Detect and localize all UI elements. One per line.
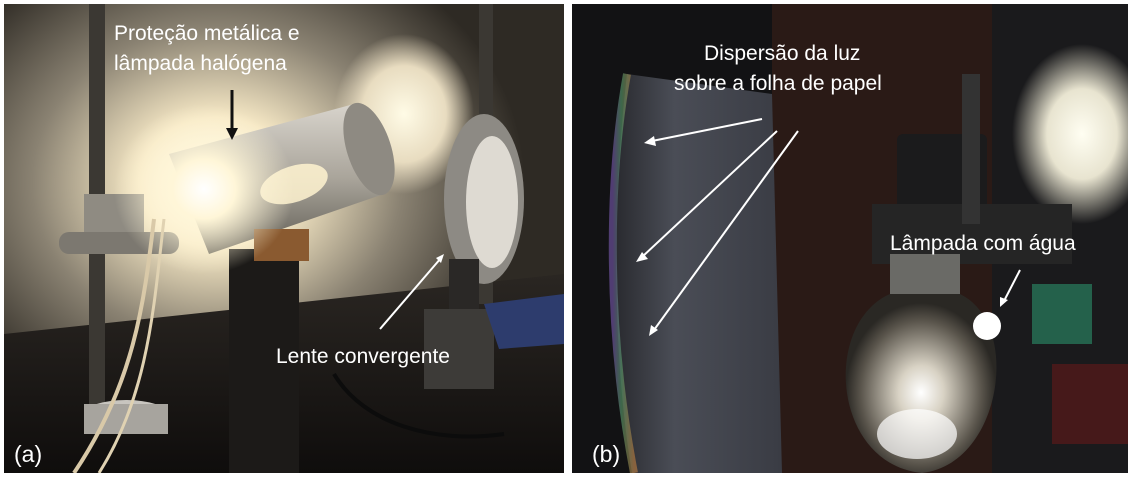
annotation-bulb: Lâmpada com água bbox=[890, 232, 1076, 255]
panel-letter-b: (b) bbox=[592, 441, 621, 467]
annotation-lens: Lente convergente bbox=[276, 345, 450, 368]
annotation-lamp-line2: lâmpada halógena bbox=[114, 52, 287, 75]
photo-panel-b: Dispersão da luz sobre a folha de papel … bbox=[572, 4, 1128, 473]
annotation-dispersion-line1: Dispersão da luz bbox=[704, 42, 861, 65]
panel-letter-a: (a) bbox=[14, 441, 43, 467]
photo-panel-a: Proteção metálica e lâmpada halógena Len… bbox=[4, 4, 564, 473]
photo-water-bulb-dispersion bbox=[572, 4, 1128, 473]
annotation-lamp-line1: Proteção metálica e bbox=[114, 22, 300, 45]
annotation-dispersion-line2: sobre a folha de papel bbox=[674, 72, 882, 95]
photo-halogen-setup bbox=[4, 4, 564, 473]
